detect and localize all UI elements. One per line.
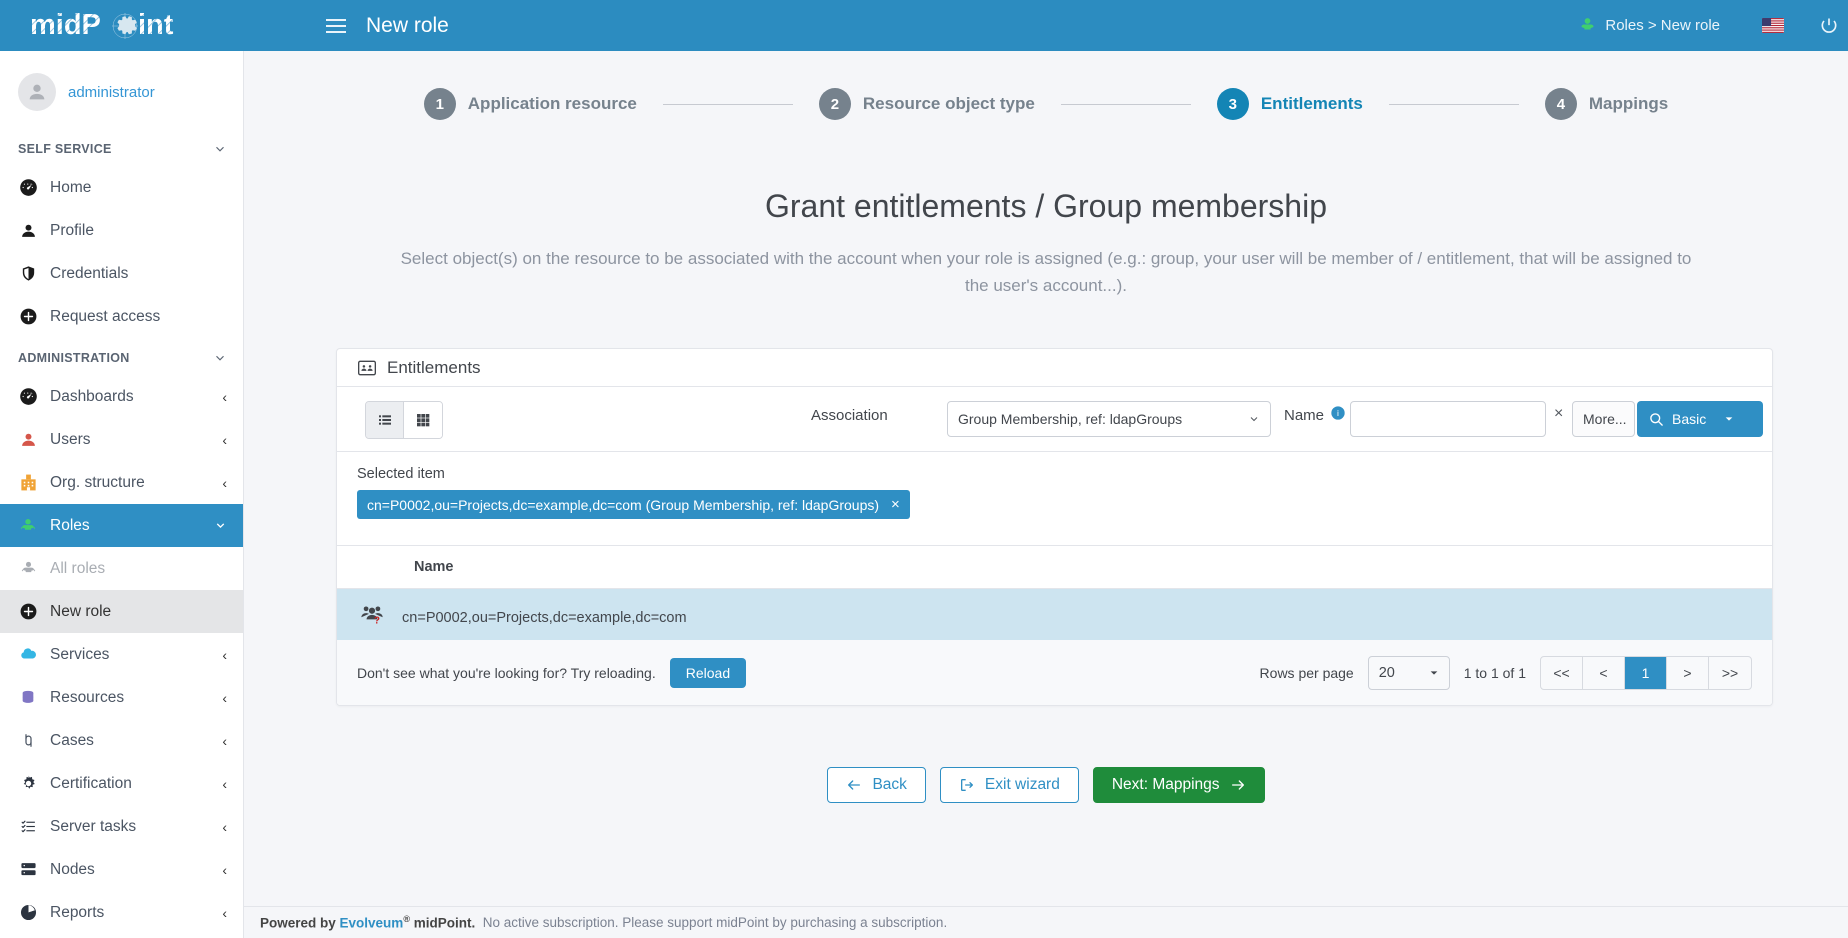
svg-text:int: int — [138, 9, 174, 41]
svg-text:midP: midP — [30, 9, 101, 41]
svg-text:?: ? — [374, 616, 380, 625]
svg-text:i: i — [1337, 408, 1339, 418]
